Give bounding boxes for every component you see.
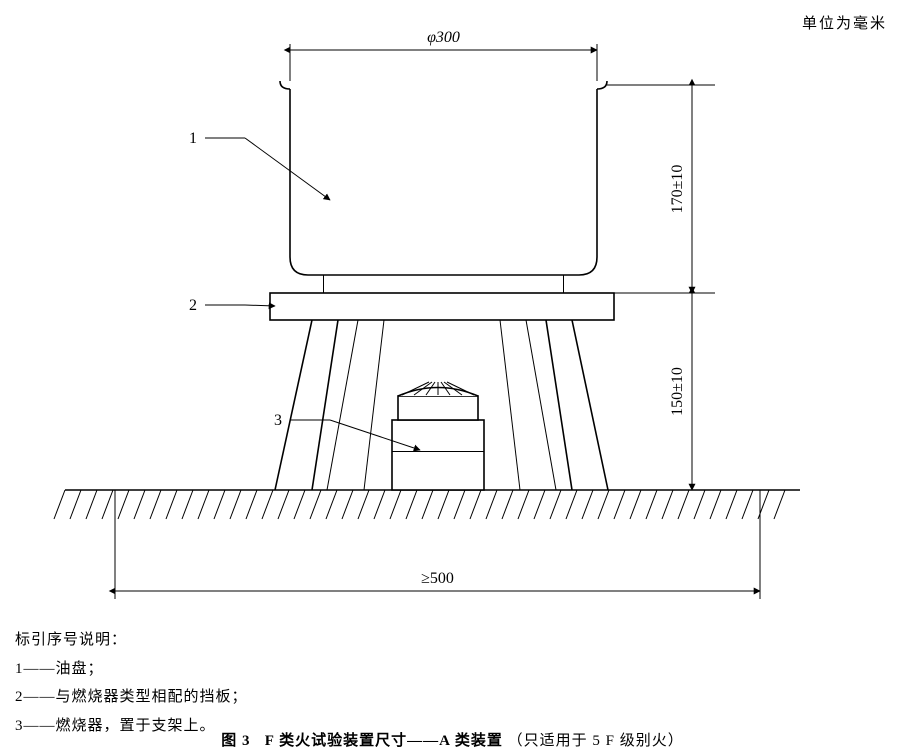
legend: 标引序号说明： 1——油盘； 2——与燃烧器类型相配的挡板； 3——燃烧器，置于…	[15, 626, 248, 740]
svg-text:3: 3	[274, 412, 282, 429]
svg-text:2: 2	[189, 297, 197, 314]
legend-title: 标引序号说明：	[15, 626, 248, 655]
svg-text:φ300: φ300	[427, 29, 460, 46]
legend-item-1: 1——油盘；	[15, 655, 248, 684]
legend-item-2: 2——与燃烧器类型相配的挡板；	[15, 683, 248, 712]
svg-text:170±10: 170±10	[669, 165, 686, 214]
technical-diagram: φ300170±10150±10≥500123	[0, 0, 905, 580]
svg-text:1: 1	[189, 130, 197, 147]
svg-text:150±10: 150±10	[669, 367, 686, 416]
svg-text:≥500: ≥500	[421, 570, 454, 587]
